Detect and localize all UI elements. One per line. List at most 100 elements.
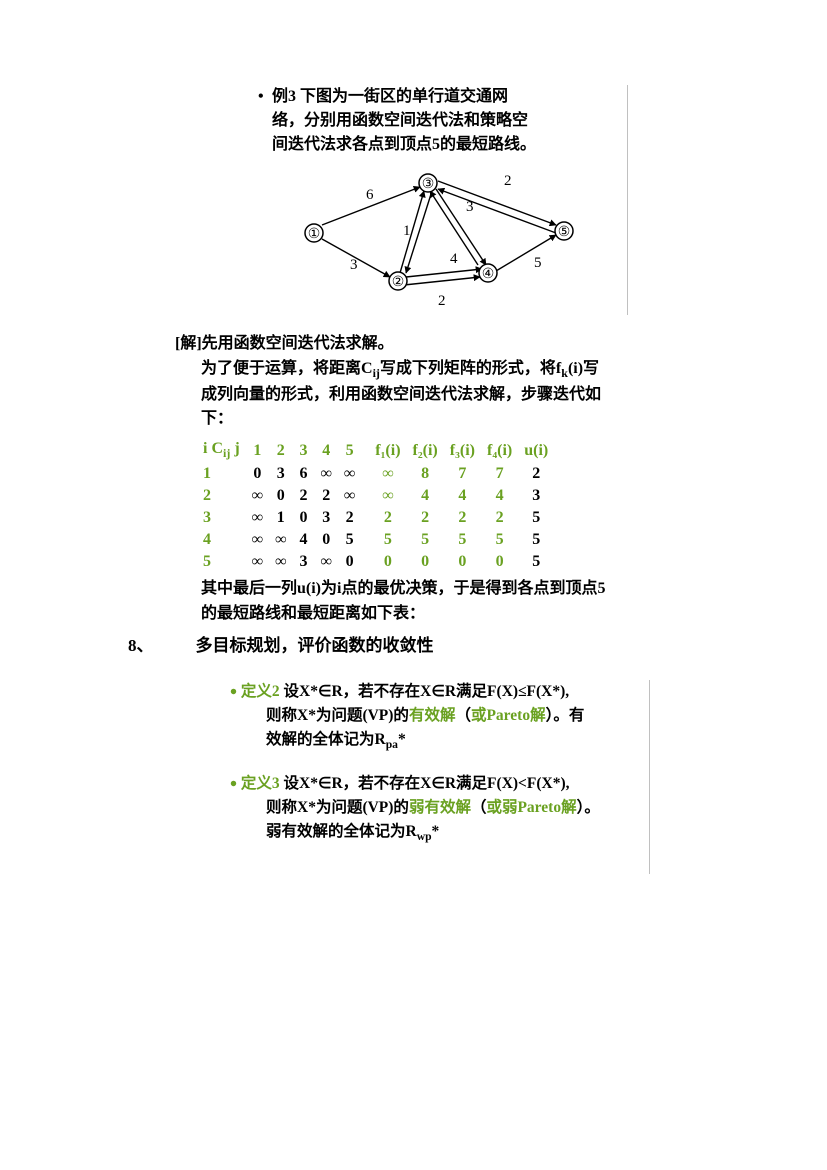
def2-line2: 则称X*为问题(VP)的有效解（或Pareto解）。有 — [248, 704, 584, 728]
def2-b3a: 效解的全体记为R — [266, 731, 386, 748]
cell-f: 0 — [407, 551, 444, 573]
cell-c: ∞ — [314, 463, 337, 485]
sol-l1b: 写成下列矩阵的形式，将f — [380, 360, 561, 377]
svg-text:①: ① — [307, 227, 320, 242]
cell-c: ∞ — [246, 507, 269, 529]
def2-sub: pa — [386, 738, 398, 751]
cell-f: 4 — [481, 485, 518, 507]
svg-text:2: 2 — [504, 173, 512, 189]
bullet-dot: • — [258, 85, 272, 109]
def3-pareto: 或弱Pareto解 — [486, 799, 576, 816]
table-row: 5∞∞3∞000005 — [197, 551, 554, 573]
def2-b2b: 。有 — [553, 707, 584, 724]
solution-block: [解]先用函数空间迭代法求解。 为了便于运算，将距离Cij写成下列矩阵的形式，将… — [175, 332, 635, 627]
cell-c: 0 — [269, 485, 292, 507]
svg-text:②: ② — [391, 275, 404, 290]
def2-line3: 效解的全体记为Rpa* — [248, 728, 406, 754]
table-row: 4∞∞40555555 — [197, 529, 554, 551]
def3-b3a: 弱有效解的全体记为R — [266, 823, 417, 840]
table-row: 2∞022∞∞4443 — [197, 485, 554, 507]
svg-text:⑤: ⑤ — [557, 225, 570, 240]
section-8-title: 多目标规划，评价函数的收敛性 — [196, 631, 434, 656]
solution-line0: [解]先用函数空间迭代法求解。 — [175, 332, 635, 357]
cell-c: 0 — [338, 551, 361, 573]
cell-f: 4 — [407, 485, 444, 507]
def2-body1: 设X*∈R，若不存在X∈R满足F(X)≤F(X*), — [280, 683, 570, 700]
row-i: 2 — [197, 485, 246, 507]
cell-f: ∞ — [361, 463, 406, 485]
def2-eff: 有效解 — [409, 707, 456, 724]
solution-line2: 成列向量的形式，利用函数空间迭代法求解，步骤迭代如 — [175, 383, 635, 408]
row-i: 5 — [197, 551, 246, 573]
cell-c: 0 — [292, 507, 314, 529]
def2-b2a: 则称X*为问题(VP)的 — [266, 707, 409, 724]
cell-u: 3 — [518, 485, 554, 507]
cell-c: 2 — [314, 485, 337, 507]
cell-c: ∞ — [246, 551, 269, 573]
cell-f: 0 — [444, 551, 481, 573]
cell-f: 5 — [481, 529, 518, 551]
def2-b3b: * — [398, 731, 406, 748]
cell-c: ∞ — [246, 529, 269, 551]
cell-c: 2 — [292, 485, 314, 507]
cell-c: 2 — [338, 507, 361, 529]
cell-f: 2 — [361, 507, 406, 529]
cell-c: 0 — [246, 463, 269, 485]
cell-f: 8 — [407, 463, 444, 485]
cell-f: ∞ — [361, 485, 406, 507]
solution-line1: 为了便于运算，将距离Cij写成下列矩阵的形式，将fk(i)写 — [175, 357, 635, 383]
cell-c: ∞ — [269, 551, 292, 573]
table-hdr-fcol: f₁(i) — [361, 438, 406, 463]
cell-f: 5 — [361, 529, 406, 551]
table-row: 3∞103222225 — [197, 507, 554, 529]
cell-f: 4 — [444, 485, 481, 507]
cell-f: 2 — [481, 507, 518, 529]
table-hdr-fcol: u(i) — [518, 438, 554, 463]
def3-body1: 设X*∈R，若不存在X∈R满足F(X)<F(X*), — [280, 775, 570, 792]
table-hdr-col: 4 — [314, 438, 337, 463]
table-hdr-fcol: f₂(i) — [407, 438, 444, 463]
svg-text:1: 1 — [403, 223, 411, 239]
example-text: •例3 下图为一街区的单行道交通网 络，分别用函数空间迭代法和策略空 间迭代法求… — [258, 85, 617, 157]
svg-text:③: ③ — [421, 177, 434, 192]
sol-l1sub2: k — [561, 366, 568, 380]
example-line1: 下图为一街区的单行道交通网 — [296, 88, 508, 105]
svg-text:5: 5 — [534, 255, 542, 271]
bullet-icon: • — [230, 774, 237, 796]
distance-table: i Cij j12345f₁(i)f₂(i)f₃(i)f₄(i)u(i) 103… — [197, 438, 554, 573]
example-line3: 间迭代法求各点到顶点5的最短路线。 — [258, 136, 536, 153]
svg-text:3: 3 — [350, 257, 358, 273]
cell-c: 5 — [338, 529, 361, 551]
sol-l1a: 为了便于运算，将距离C — [201, 360, 373, 377]
cell-u: 2 — [518, 463, 554, 485]
def3-weak: 弱有效解 — [409, 799, 471, 816]
solution-line3: 下： — [175, 407, 635, 432]
example-title-prefix: 例3 — [272, 88, 296, 105]
table-hdr-col: 2 — [269, 438, 292, 463]
cell-c: ∞ — [314, 551, 337, 573]
section-8: 8、 多目标规划，评价函数的收敛性 — [128, 631, 648, 656]
definitions-block: • 定义2 设X*∈R，若不存在X∈R满足F(X)≤F(X*), 则称X*为问题… — [230, 680, 650, 874]
table-hdr-col: 5 — [338, 438, 361, 463]
cell-f: 5 — [407, 529, 444, 551]
cell-f: 5 — [444, 529, 481, 551]
bullet-icon: • — [230, 681, 237, 703]
svg-text:6: 6 — [366, 187, 374, 203]
def2-pareto: 或Pareto解 — [471, 707, 546, 724]
solution-after1: 其中最后一列u(i)为i点的最优决策，于是得到各点到顶点5 — [175, 577, 635, 602]
def2-pl: （ — [455, 707, 471, 724]
cell-c: ∞ — [269, 529, 292, 551]
cell-u: 5 — [518, 529, 554, 551]
distance-table-wrap: i Cij j12345f₁(i)f₂(i)f₃(i)f₄(i)u(i) 103… — [197, 438, 635, 573]
def3-label: 定义3 — [241, 775, 280, 792]
svg-text:④: ④ — [481, 267, 494, 282]
cell-c: 0 — [314, 529, 337, 551]
cell-c: ∞ — [338, 463, 361, 485]
cell-c: 4 — [292, 529, 314, 551]
definition-3: • 定义3 设X*∈R，若不存在X∈R满足F(X)<F(X*), 则称X*为问题… — [230, 772, 637, 846]
definition-2: • 定义2 设X*∈R，若不存在X∈R满足F(X)≤F(X*), 则称X*为问题… — [230, 680, 637, 754]
def3-line3: 弱有效解的全体记为Rwp* — [248, 820, 439, 846]
example-line2: 络，分别用函数空间迭代法和策略空 — [258, 112, 528, 129]
cell-c: 1 — [269, 507, 292, 529]
table-row: 1036∞∞∞8772 — [197, 463, 554, 485]
